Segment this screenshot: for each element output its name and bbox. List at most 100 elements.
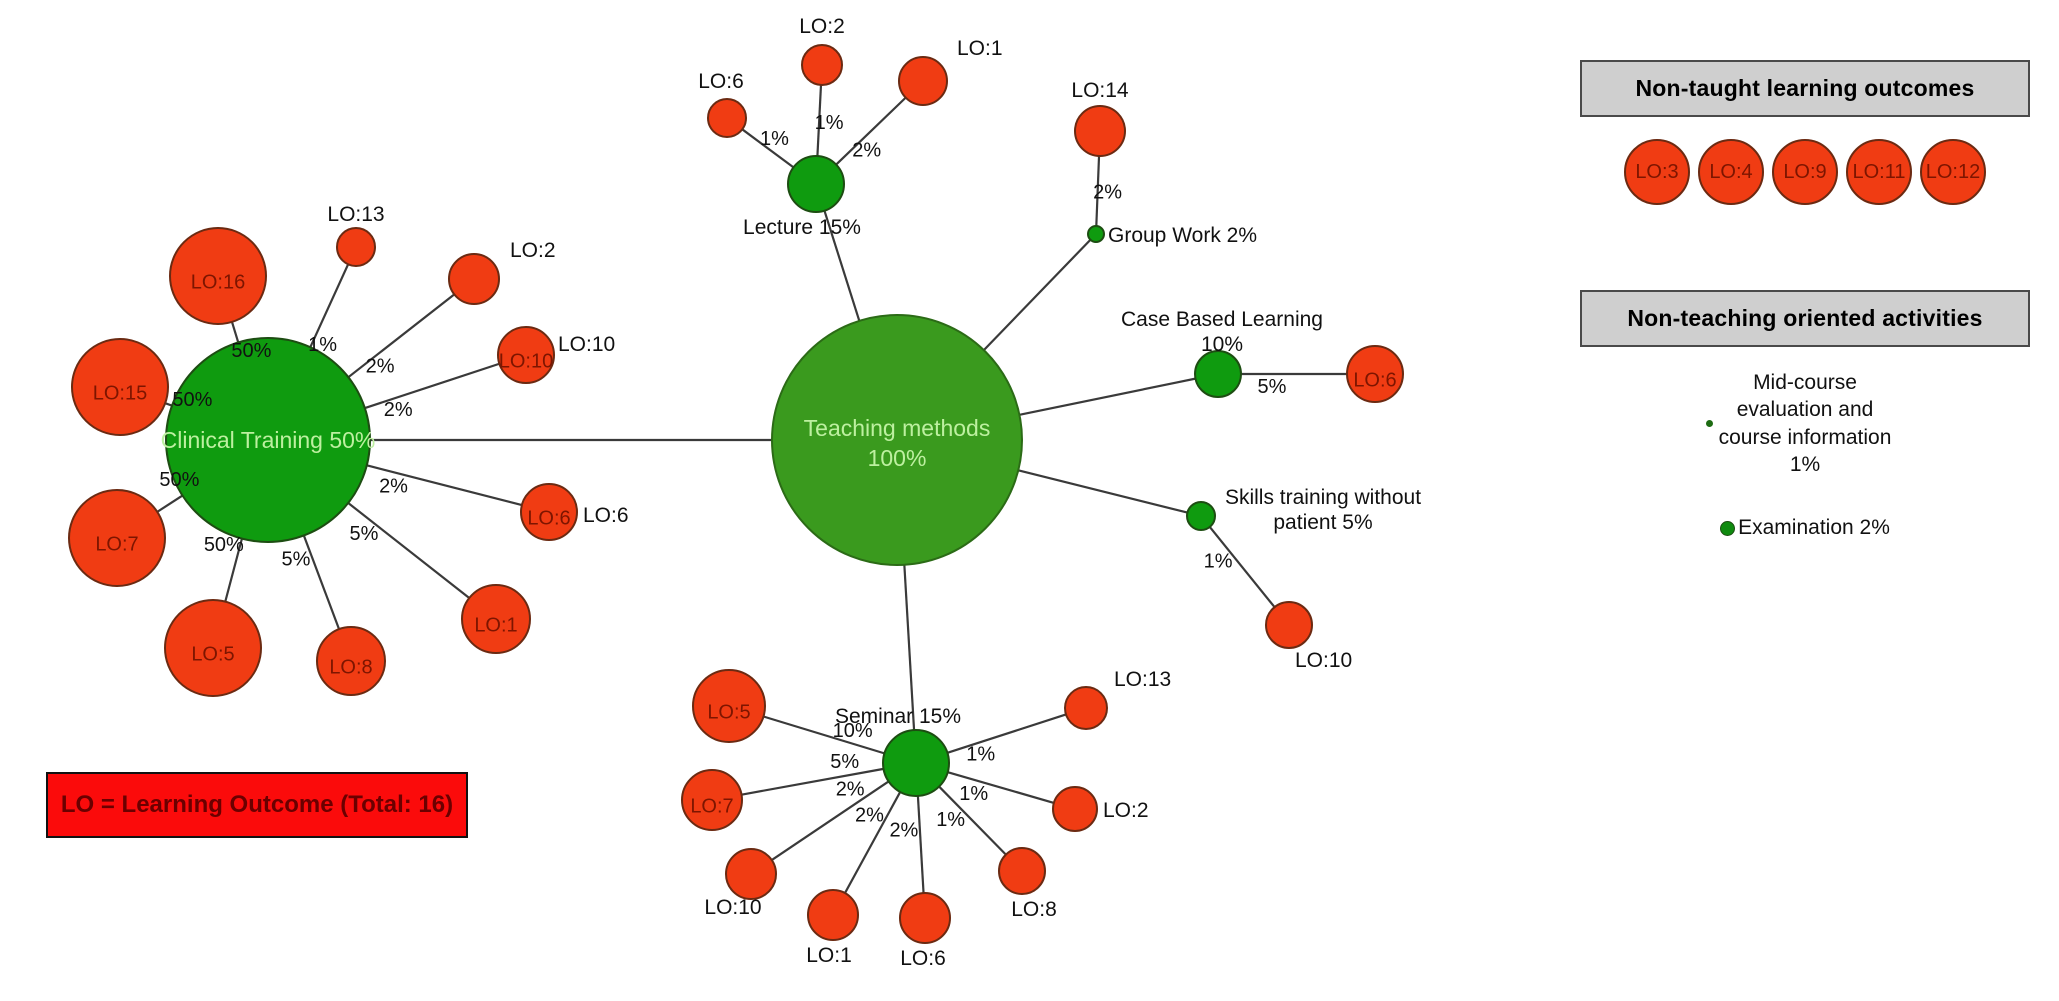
learning-outcome-legend-text: LO = Learning Outcome (Total: 16) (60, 791, 454, 818)
node-outcome-seminar-5[interactable] (998, 847, 1046, 895)
edge-clinical-training-to-outcome-6 (366, 464, 523, 507)
edge-teaching-methods-to-case-based-learning (1019, 377, 1196, 416)
node-outcome-label-clinical-training-9: LO:13 (327, 203, 384, 226)
node-outcome-label-clinical-training-7: LO:10 (558, 333, 615, 356)
labels-layer: Teaching methods100%50%50%50%50%5%5%2%2%… (93, 15, 1421, 970)
learning-outcome-legend-box: LO = Learning Outcome (Total: 16) (46, 772, 468, 838)
node-outcome-seminar-3[interactable] (807, 889, 859, 941)
edges-layer (156, 84, 1347, 894)
edge-teaching-methods-to-group-work (983, 238, 1092, 351)
node-outcome-skills-training-without-patient-0[interactable] (1265, 601, 1313, 649)
node-outcome-clinical-training-0[interactable] (169, 227, 267, 325)
edge-teaching-methods-to-skills-training-without-patient (1018, 469, 1188, 514)
node-outcome-clinical-training-2[interactable] (68, 489, 166, 587)
node-lecture[interactable] (787, 155, 845, 213)
edge-teaching-methods-to-lecture (823, 210, 861, 322)
node-outcome-label-seminar-6: LO:2 (1103, 799, 1149, 822)
edge-weight-clinical-training-outcome-7: 2% (384, 399, 413, 421)
edge-seminar-to-outcome-1 (741, 767, 884, 796)
node-outcome-clinical-training-6[interactable] (520, 483, 578, 541)
node-skills-training-without-patient[interactable] (1186, 501, 1216, 531)
node-outcome-clinical-training-1[interactable] (71, 338, 169, 436)
edge-weight-lecture-outcome-0: 1% (760, 128, 789, 150)
node-case-based-learning[interactable] (1194, 350, 1242, 398)
node-outcome-seminar-6[interactable] (1052, 786, 1098, 832)
legend-non-teaching-title: Non-teaching oriented activities (1580, 290, 2030, 347)
node-outcome-clinical-training-4[interactable] (316, 626, 386, 696)
edge-seminar-to-outcome-7 (947, 713, 1067, 754)
node-seminar-label: Seminar 15% (835, 705, 961, 728)
nodes-layer (68, 44, 1404, 944)
node-outcome-lecture-0[interactable] (707, 98, 747, 138)
node-outcome-clinical-training-5[interactable] (461, 584, 531, 654)
edge-weight-lecture-outcome-2: 2% (852, 139, 881, 161)
edge-weight-seminar-outcome-1: 5% (830, 751, 859, 773)
green-dot-icon (1720, 520, 1736, 536)
node-lecture-label: Lecture 15% (743, 216, 861, 239)
node-outcome-clinical-training-7[interactable] (497, 326, 555, 384)
node-skills-training-label: Skills training without patient 5% (1225, 486, 1421, 534)
legend-non-taught-learning-outcomes: Non-taught learning outcomes LO:3 LO:4 LO:… (1580, 60, 2030, 205)
node-outcome-label-clinical-training-4: LO:8 (329, 656, 372, 678)
edge-seminar-to-outcome-2 (771, 780, 890, 861)
edge-clinical-training-to-outcome-7 (364, 362, 500, 410)
edge-weight-clinical-training-outcome-2: 50% (159, 469, 199, 491)
node-outcome-label-clinical-training-8: LO:2 (510, 239, 556, 262)
edge-weight-skills-training-without-patient-outcome-0: 1% (1204, 551, 1233, 573)
node-outcome-clinical-training-9[interactable] (336, 227, 376, 267)
node-group-work[interactable] (1087, 225, 1105, 243)
node-outcome-label-group-work-0: LO:14 (1071, 79, 1129, 102)
green-dot-icon (1705, 420, 1713, 428)
node-teaching-methods[interactable] (771, 314, 1023, 566)
edge-weight-clinical-training-outcome-4: 5% (282, 548, 311, 570)
edge-clinical-training-to-outcome-4 (302, 535, 341, 630)
edge-clinical-training-to-outcome-1 (164, 402, 173, 407)
node-outcome-lecture-1[interactable] (801, 44, 843, 86)
edge-weight-clinical-training-outcome-5: 5% (349, 523, 378, 545)
node-outcome-label-clinical-training-6: LO:6 (527, 507, 570, 529)
node-outcome-label-case-based-learning-0: LO:6 (1353, 369, 1396, 391)
edge-lecture-to-outcome-0 (741, 128, 795, 169)
edge-weight-seminar-outcome-2: 2% (836, 779, 865, 801)
node-outcome-seminar-2[interactable] (725, 848, 777, 900)
node-outcome-label-lecture-0: LO:6 (698, 70, 744, 93)
node-outcome-seminar-1[interactable] (681, 769, 743, 831)
edge-weight-seminar-outcome-0: 10% (833, 720, 873, 742)
node-clinical-training[interactable] (165, 337, 371, 543)
node-clinical-training-label: Clinical Training 50% (161, 427, 376, 453)
activity-item-mid-course-evaluation-label: Mid-course evaluation and course informa… (1718, 371, 1892, 476)
node-outcome-group-work-0[interactable] (1074, 105, 1126, 157)
node-outcome-lecture-2[interactable] (898, 56, 948, 106)
edge-seminar-to-outcome-0 (763, 715, 885, 755)
non-taught-outcome-chip[interactable]: LO:9 (1772, 139, 1838, 205)
edge-teaching-methods-to-seminar (903, 564, 916, 731)
node-outcome-label-clinical-training-5: LO:1 (474, 614, 517, 636)
non-taught-outcome-chip[interactable]: LO:12 (1920, 139, 1986, 205)
non-teaching-activity-list: Mid-course evaluation and course informa… (1580, 369, 2030, 540)
node-seminar[interactable] (882, 729, 950, 797)
non-taught-outcome-chip[interactable]: LO:3 (1624, 139, 1690, 205)
edge-seminar-to-outcome-3 (844, 791, 902, 894)
edge-seminar-to-outcome-5 (938, 785, 1007, 856)
edge-lecture-to-outcome-2 (835, 96, 907, 166)
edge-weight-clinical-training-outcome-8: 2% (366, 356, 395, 378)
non-taught-outcome-chip[interactable]: LO:4 (1698, 139, 1764, 205)
edge-weight-seminar-outcome-5: 1% (936, 809, 965, 831)
node-outcome-label-lecture-2: LO:1 (957, 37, 1003, 60)
node-outcome-seminar-0[interactable] (692, 669, 766, 743)
node-outcome-seminar-7[interactable] (1064, 686, 1108, 730)
node-outcome-label-seminar-1: LO:7 (690, 795, 733, 817)
node-outcome-clinical-training-3[interactable] (164, 599, 262, 697)
edge-weight-seminar-outcome-4: 2% (889, 820, 918, 842)
node-outcome-label-lecture-1: LO:2 (799, 15, 845, 38)
node-outcome-seminar-4[interactable] (899, 892, 951, 944)
non-taught-outcome-chip[interactable]: LO:11 (1846, 139, 1912, 205)
edge-weight-clinical-training-outcome-9: 1% (308, 334, 337, 356)
node-outcome-label-clinical-training-0: LO:16 (191, 271, 245, 293)
legend-non-teaching-oriented-activities: Non-teaching oriented activities Mid-cou… (1580, 290, 2030, 540)
edge-clinical-training-to-outcome-9 (309, 263, 350, 348)
node-outcome-case-based-learning-0[interactable] (1346, 345, 1404, 403)
node-outcome-clinical-training-8[interactable] (448, 253, 500, 305)
edge-weight-clinical-training-outcome-0: 50% (231, 340, 271, 362)
